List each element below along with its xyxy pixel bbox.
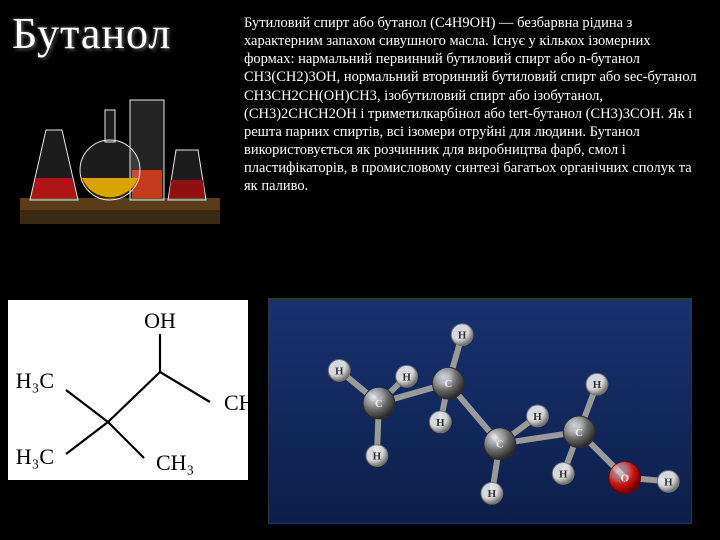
svg-text:H: H — [664, 476, 673, 488]
svg-text:H₃C: H₃C — [16, 444, 54, 469]
description-paragraph: Бутиловий спирт або бутанол (С4Н9ОН) — б… — [244, 14, 704, 195]
svg-text:H: H — [559, 468, 568, 480]
flask-illustration — [10, 60, 230, 240]
ball-stick-model: C C C C O H H H H H H H H H H — [268, 298, 692, 524]
svg-text:H: H — [533, 411, 542, 423]
svg-text:H: H — [373, 451, 382, 463]
svg-text:H: H — [488, 488, 497, 500]
svg-text:OH: OH — [144, 308, 176, 333]
svg-text:H: H — [593, 379, 602, 391]
svg-text:H: H — [402, 371, 411, 383]
svg-text:C: C — [575, 427, 583, 439]
structural-formula: OH CH₃ H₃C H₃C CH₃ — [8, 300, 248, 480]
svg-text:H: H — [458, 330, 467, 342]
svg-text:H₃C: H₃C — [16, 368, 54, 393]
svg-text:CH₃: CH₃ — [224, 390, 248, 415]
svg-text:O: O — [620, 472, 628, 484]
svg-text:C: C — [496, 439, 504, 451]
svg-text:H: H — [436, 417, 445, 429]
page-title: Бутанол — [12, 8, 171, 59]
svg-text:CH₃: CH₃ — [156, 450, 194, 475]
svg-text:C: C — [375, 398, 383, 410]
svg-text:C: C — [444, 378, 452, 390]
svg-text:H: H — [335, 365, 344, 377]
